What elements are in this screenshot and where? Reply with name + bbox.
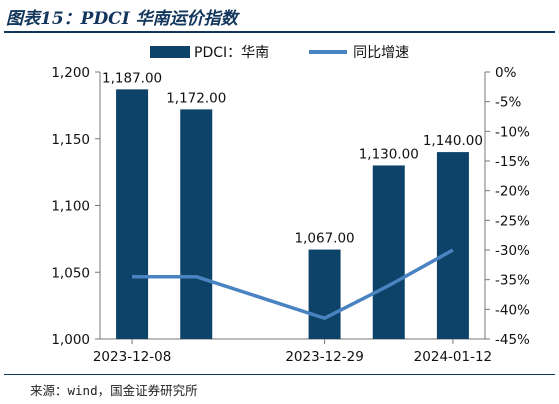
y-right-tick-label: -5%	[495, 95, 521, 111]
chart-legend: PDCI：华南 同比增速	[150, 43, 449, 61]
y-right-tick-label: -25%	[495, 213, 530, 229]
x-tick-label: 2023-12-08	[93, 349, 171, 365]
source-note: 来源：wind，国金证券研究所	[30, 383, 198, 398]
title-rule	[4, 31, 555, 33]
legend-line-label: 同比增速	[353, 45, 410, 61]
y-right-tick-label: -30%	[495, 243, 530, 259]
y-left-tick-label: 1,200	[51, 65, 90, 81]
legend-bar-label: PDCI：华南	[194, 45, 270, 61]
y-left-tick-label: 1,100	[51, 199, 90, 215]
y-left-tick-label: 1,150	[51, 132, 90, 148]
bar-value-label: 1,172.00	[166, 90, 226, 106]
y-right-tick-label: -45%	[495, 332, 530, 348]
y-right-tick-label: 0%	[495, 65, 517, 81]
y-left-tick-label: 1,000	[51, 332, 90, 348]
x-tick-label: 2023-12-29	[285, 349, 363, 365]
bar-value-label: 1,130.00	[359, 146, 419, 162]
bar	[308, 249, 341, 339]
y-right-tick-label: -15%	[495, 154, 530, 170]
bar-value-label: 1,187.00	[102, 70, 162, 86]
bar	[116, 89, 149, 339]
bottom-rule	[4, 374, 555, 375]
legend-item-line: 同比增速	[309, 42, 409, 62]
bar	[436, 152, 469, 339]
y-right-tick-label: -40%	[495, 302, 530, 318]
y-right-tick-label: -20%	[495, 184, 530, 200]
x-tick-label: 2024-01-12	[414, 349, 492, 365]
y-right-tick-label: -35%	[495, 273, 530, 289]
yoy-growth-line	[132, 248, 454, 320]
bar-value-label: 1,140.00	[423, 133, 483, 149]
legend-line-swatch	[309, 50, 348, 54]
bar	[372, 165, 405, 339]
bar-value-label: 1,067.00	[295, 231, 355, 247]
legend-bar-swatch	[150, 46, 190, 58]
y-left-tick-label: 1,050	[51, 265, 90, 281]
bar	[180, 109, 213, 339]
figure-title: 图表15：PDCI 华南运价指数	[6, 9, 238, 29]
legend-item-bar: PDCI：华南	[150, 42, 269, 62]
y-right-tick-label: -10%	[495, 124, 530, 140]
